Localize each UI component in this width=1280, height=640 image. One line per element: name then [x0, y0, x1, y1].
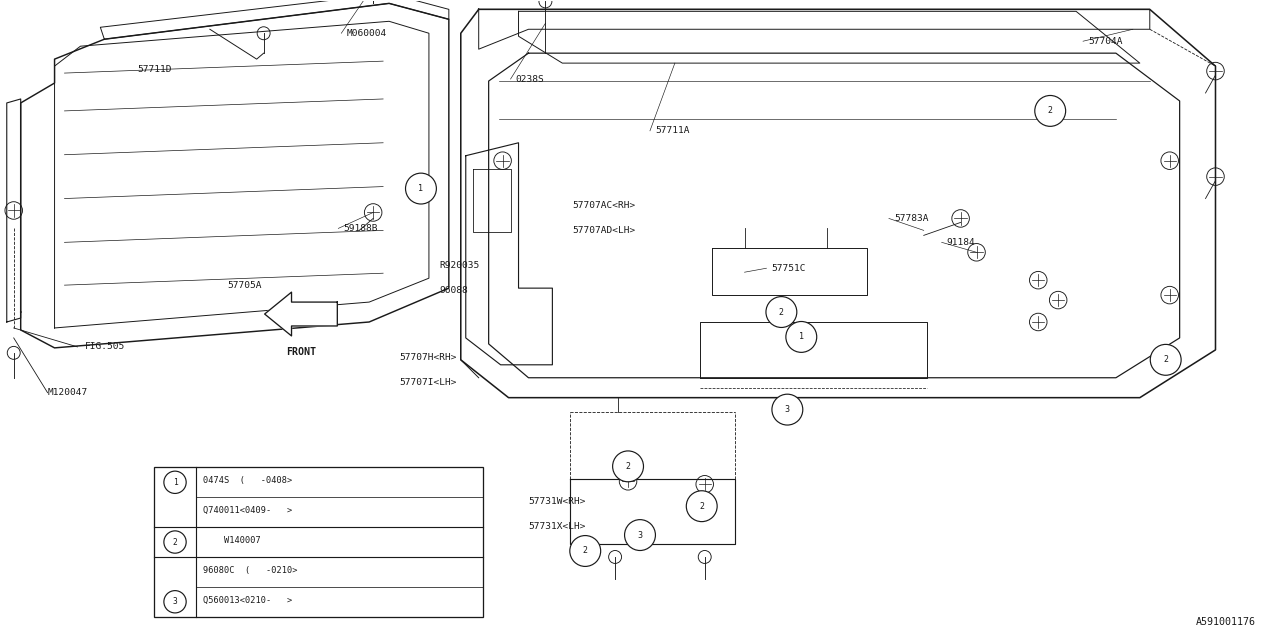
Circle shape	[772, 394, 803, 425]
Text: 59188B: 59188B	[343, 224, 378, 233]
Text: M060004: M060004	[347, 29, 387, 38]
Text: 91184: 91184	[947, 238, 975, 247]
Text: 2: 2	[582, 547, 588, 556]
Text: R920035: R920035	[439, 260, 479, 269]
Text: 1: 1	[419, 184, 424, 193]
Text: 2: 2	[1164, 355, 1169, 364]
Text: FIG.505: FIG.505	[84, 342, 124, 351]
Text: 57711A: 57711A	[655, 126, 690, 135]
Text: 57707AC<RH>: 57707AC<RH>	[572, 201, 636, 210]
Circle shape	[765, 296, 797, 328]
Text: 57705A: 57705A	[227, 281, 261, 290]
Text: 2: 2	[1048, 106, 1052, 115]
Text: 1: 1	[173, 478, 178, 487]
Text: 3: 3	[637, 531, 643, 540]
Text: 57704A: 57704A	[1088, 36, 1123, 45]
Text: 57751C: 57751C	[772, 264, 806, 273]
Text: 57707H<RH>: 57707H<RH>	[399, 353, 457, 362]
Circle shape	[164, 531, 186, 553]
Text: 57731X<LH>: 57731X<LH>	[529, 522, 586, 531]
Text: 3: 3	[173, 597, 178, 606]
Text: FRONT: FRONT	[287, 347, 316, 357]
Circle shape	[613, 451, 644, 482]
Circle shape	[570, 536, 600, 566]
Text: 57711D: 57711D	[137, 65, 172, 74]
Text: 0474S  (   -0408>: 0474S ( -0408>	[204, 476, 292, 485]
Text: 2: 2	[699, 502, 704, 511]
Circle shape	[1034, 95, 1066, 126]
Bar	[154, 467, 483, 617]
Text: Q560013<0210-   >: Q560013<0210- >	[204, 596, 292, 605]
Text: 57731W<RH>: 57731W<RH>	[529, 497, 586, 506]
Text: 2: 2	[173, 538, 178, 547]
Text: A591001176: A591001176	[1196, 617, 1256, 627]
Text: Q740011<0409-   >: Q740011<0409- >	[204, 506, 292, 515]
Circle shape	[786, 321, 817, 353]
Circle shape	[1151, 344, 1181, 375]
Circle shape	[164, 471, 186, 493]
Polygon shape	[265, 292, 338, 336]
Text: 2: 2	[780, 308, 783, 317]
Text: 2: 2	[626, 462, 631, 471]
Text: 96088: 96088	[439, 285, 467, 294]
Circle shape	[164, 591, 186, 613]
Circle shape	[625, 520, 655, 550]
Circle shape	[406, 173, 436, 204]
Text: M120047: M120047	[47, 388, 88, 397]
Text: 57783A: 57783A	[893, 214, 928, 223]
Circle shape	[686, 491, 717, 522]
Text: 1: 1	[799, 332, 804, 341]
Text: 57707I<LH>: 57707I<LH>	[399, 378, 457, 387]
Text: 0238S: 0238S	[516, 74, 544, 84]
Text: 3: 3	[785, 405, 790, 414]
Text: W140007: W140007	[204, 536, 261, 545]
Text: 96080C  (   -0210>: 96080C ( -0210>	[204, 566, 297, 575]
Text: 57707AD<LH>: 57707AD<LH>	[572, 226, 636, 235]
